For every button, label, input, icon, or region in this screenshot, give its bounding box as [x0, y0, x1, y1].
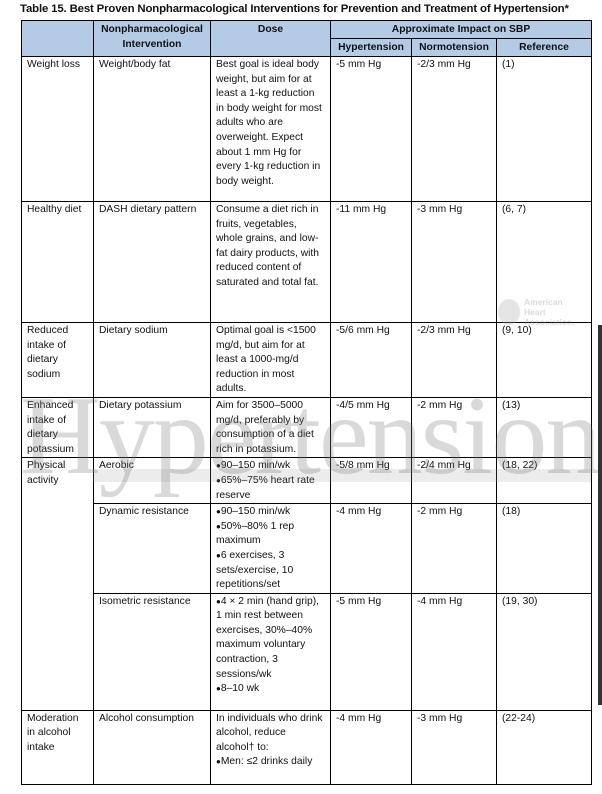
dose-bullet: Men: ≤2 drinks daily: [216, 755, 325, 770]
hypertension-impact-cell: -5/8 mm Hg: [330, 457, 412, 505]
table-row: Dynamic resistance90–150 min/wk50%–80% 1…: [22, 503, 593, 594]
dose-bullet: 90–150 min/wk: [216, 505, 325, 520]
dose-bullet: 8–10 wk: [216, 682, 325, 697]
dose-text: Aim for 3500–5000 mg/d, preferably by co…: [216, 399, 314, 455]
intervention-cell: Isometric resistance: [93, 592, 211, 711]
header-hypertension: Hypertension: [330, 38, 412, 57]
table-row: Reduced intake of dietary sodium Dietary …: [21, 322, 593, 398]
category-cell: Moderation in alcohol intake: [21, 709, 94, 785]
dose-bullet: 90–150 min/wk: [216, 459, 325, 474]
category-cell: Enhanced intake of dietary potassium: [21, 396, 94, 459]
dose-text: Consume a diet rich in fruits, vegetable…: [216, 204, 320, 288]
category-cell: Reduced intake of dietary sodium: [21, 322, 94, 398]
intervention-cell: DASH dietary pattern: [93, 201, 211, 323]
intervention-cell: Dietary sodium: [93, 322, 211, 398]
hypertension-impact-cell: -4 mm Hg: [330, 709, 412, 785]
reference-cell: (9, 10): [495, 322, 593, 398]
category-cell: Weight loss: [21, 56, 94, 202]
hypertension-impact-cell: -5 mm Hg: [330, 56, 412, 202]
dose-text: In individuals who drink alcohol, reduce…: [216, 712, 323, 753]
reference-cell: (22-24): [495, 709, 593, 785]
dose-cell: Optimal goal is <1500 mg/d, but aim for …: [210, 322, 331, 398]
table-row: Isometric resistance4 × 2 min (hand grip…: [22, 592, 593, 711]
dose-bullets: 90–150 min/wk65%–75% heart rate reserve: [216, 459, 325, 503]
table-row: Physical activityAerobic90–150 min/wk65%…: [21, 457, 593, 711]
reference-cell: (19, 30): [495, 592, 593, 711]
dose-text: Best goal is ideal body weight, but aim …: [216, 59, 322, 187]
dose-cell: Aim for 3500–5000 mg/d, preferably by co…: [210, 396, 331, 459]
table-row: Moderation in alcohol intake Alcohol cons…: [21, 709, 593, 785]
interventions-table: Nonpharmacological Intervention Dose App…: [21, 20, 593, 785]
header-dose: Dose: [210, 20, 331, 57]
normotension-impact-cell: -3 mm Hg: [411, 709, 497, 785]
dose-cell: Consume a diet rich in fruits, vegetable…: [210, 201, 331, 323]
page-edge: [598, 325, 602, 705]
table-row: Weight loss Weight/body fat Best goal is i…: [21, 56, 593, 202]
normotension-impact-cell: -2 mm Hg: [411, 503, 497, 594]
header-intervention: Nonpharmacological Intervention: [93, 20, 211, 57]
table-title: Table 15. Best Proven Nonpharmacological…: [20, 3, 569, 15]
intervention-cell: Aerobic: [93, 457, 211, 505]
dose-cell: 90–150 min/wk50%–80% 1 rep maximum6 exer…: [210, 503, 331, 594]
hypertension-impact-cell: -5/6 mm Hg: [330, 322, 412, 398]
intervention-cell: Dietary potassium: [93, 396, 211, 459]
header-reference: Reference: [495, 38, 593, 57]
header-category: [21, 20, 94, 57]
dose-bullet: 6 exercises, 3 sets/exercise, 10 repetit…: [216, 549, 325, 592]
normotension-impact-cell: -2/3 mm Hg: [411, 322, 497, 398]
dose-cell: Best goal is ideal body weight, but aim …: [210, 56, 331, 202]
normotension-impact-cell: -4 mm Hg: [411, 592, 497, 711]
reference-cell: (6, 7): [495, 201, 593, 323]
dose-bullet: 50%–80% 1 rep maximum: [216, 520, 325, 549]
dose-bullets: Men: ≤2 drinks daily: [216, 755, 325, 770]
reference-cell: (18): [495, 503, 593, 594]
normotension-impact-cell: -2/3 mm Hg: [411, 56, 497, 202]
dose-bullets: 90–150 min/wk50%–80% 1 rep maximum6 exer…: [216, 505, 325, 592]
dose-cell: 4 × 2 min (hand grip), 1 min rest betwee…: [210, 592, 331, 711]
dose-bullet: 4 × 2 min (hand grip), 1 min rest betwee…: [216, 595, 325, 683]
hypertension-impact-cell: -5 mm Hg: [330, 592, 412, 711]
header-impact: Approximate Impact on SBP: [329, 20, 593, 39]
normotension-impact-cell: -2/4 mm Hg: [411, 457, 497, 505]
intervention-cell: Weight/body fat: [93, 56, 211, 202]
reference-cell: (1): [495, 56, 593, 202]
category-cell: Physical activity: [21, 457, 94, 711]
table-row: Healthy diet DASH dietary pattern Consume …: [21, 201, 593, 323]
hypertension-impact-cell: -11 mm Hg: [330, 201, 412, 323]
dose-text: Optimal goal is <1500 mg/d, but aim for …: [216, 325, 316, 395]
reference-cell: (18, 22): [495, 457, 593, 505]
hypertension-impact-cell: -4/5 mm Hg: [330, 396, 412, 459]
normotension-impact-cell: -2 mm Hg: [411, 396, 497, 459]
category-cell: Healthy diet: [21, 201, 94, 323]
header-normotension: Normotension: [411, 38, 497, 57]
dose-cell: In individuals who drink alcohol, reduce…: [210, 709, 331, 785]
normotension-impact-cell: -3 mm Hg: [411, 201, 497, 323]
table-row: Enhanced intake of dietary potassium Diet…: [21, 396, 593, 459]
dose-bullet: 65%–75% heart rate reserve: [216, 474, 325, 503]
intervention-cell: Dynamic resistance: [93, 503, 211, 594]
dose-cell: 90–150 min/wk65%–75% heart rate reserve: [210, 457, 331, 505]
reference-cell: (13): [495, 396, 593, 459]
dose-bullets: 4 × 2 min (hand grip), 1 min rest betwee…: [216, 595, 325, 697]
intervention-cell: Alcohol consumption: [93, 709, 211, 785]
hypertension-impact-cell: -4 mm Hg: [330, 503, 412, 594]
